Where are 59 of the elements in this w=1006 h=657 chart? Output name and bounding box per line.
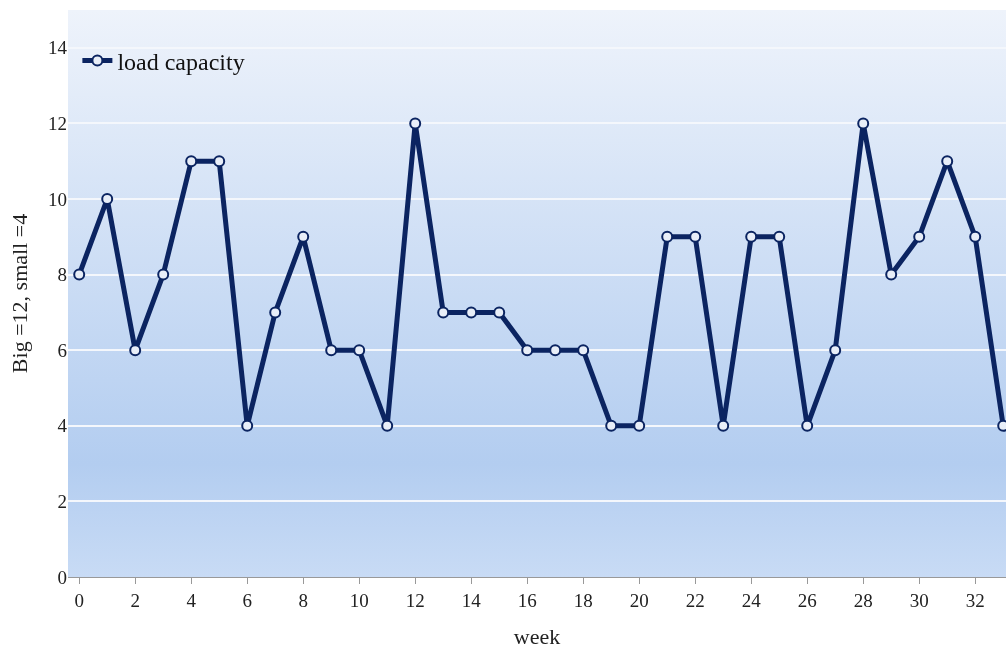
point	[605, 419, 618, 432]
point	[129, 344, 142, 357]
y-tick-label: 0	[57, 566, 67, 588]
point	[409, 117, 422, 130]
point	[101, 193, 114, 205]
x-tick-label: 8	[298, 589, 308, 611]
x-tick-label: 14	[461, 589, 482, 611]
point	[353, 344, 366, 357]
y-tick-label: 4	[57, 415, 68, 437]
y-tick-label: 6	[57, 339, 67, 361]
x-tick-label: 20	[629, 589, 649, 611]
x-tick-label: 16	[517, 589, 537, 611]
point	[157, 268, 170, 281]
point	[969, 230, 982, 243]
y-tick-label: 2	[57, 491, 67, 513]
point	[521, 344, 534, 357]
point	[213, 155, 226, 168]
x-tick-label: 22	[685, 589, 705, 611]
point	[829, 344, 842, 357]
y-tick-label: 8	[57, 264, 67, 286]
point	[549, 344, 562, 357]
x-tick-label: 18	[573, 589, 593, 611]
point	[689, 230, 702, 243]
point	[717, 419, 730, 432]
point	[745, 230, 758, 243]
x-tick-label: 32	[965, 589, 985, 611]
x-tick-label: 10	[349, 589, 369, 611]
y-axis-title: Big =12, small =4	[6, 213, 32, 374]
point	[857, 117, 870, 130]
point	[913, 230, 926, 243]
x-axis-title: week	[513, 623, 561, 649]
x-tick-label: 30	[909, 589, 929, 611]
point	[269, 306, 282, 319]
x-tick-label: 24	[741, 589, 762, 611]
y-tick-label: 12	[48, 113, 67, 135]
y-tick-label: 14	[48, 37, 68, 59]
x-tick-label: 26	[797, 589, 817, 611]
x-tick-label: 2	[130, 589, 140, 611]
x-tick-label: 0	[74, 589, 84, 611]
point	[493, 306, 506, 319]
point	[633, 419, 646, 432]
x-tick-label: 6	[242, 589, 252, 611]
point	[297, 230, 310, 243]
x-tick-label: 28	[853, 589, 873, 611]
point	[773, 230, 786, 243]
point	[465, 306, 478, 319]
point	[325, 344, 338, 357]
point	[185, 155, 198, 168]
point	[73, 268, 86, 281]
point	[437, 306, 450, 319]
x-tick-label: 4	[186, 589, 197, 611]
point	[885, 268, 898, 281]
point	[661, 230, 674, 243]
y-tick-label: 10	[48, 188, 67, 210]
legend-label: load capacity	[117, 48, 245, 75]
x-tick-label: 12	[405, 589, 425, 611]
point	[241, 419, 254, 432]
point	[381, 419, 394, 432]
point	[577, 344, 590, 357]
